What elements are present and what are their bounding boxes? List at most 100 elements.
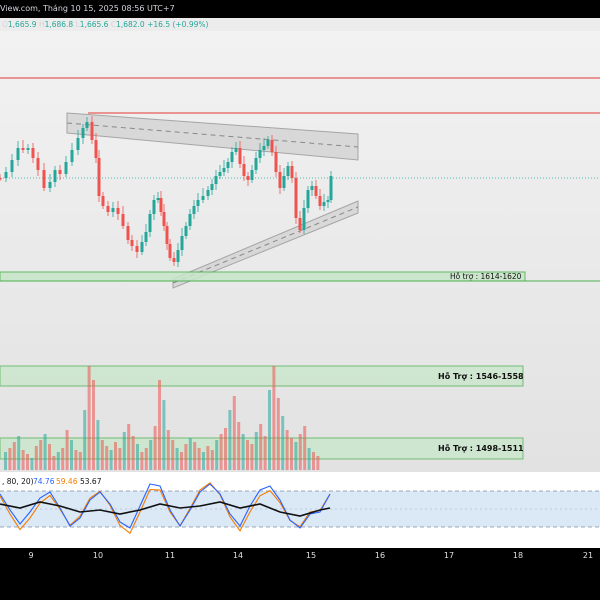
- volume-bar: [131, 436, 135, 470]
- volume-bar: [56, 452, 60, 470]
- volume-bar: [162, 400, 166, 470]
- volume-bar: [87, 366, 91, 470]
- volume-bar: [158, 380, 161, 470]
- indicator-line-k: [0, 483, 331, 529]
- ohlc-open-label: O: [2, 20, 8, 29]
- candle-body: [270, 140, 274, 152]
- volume-bar: [100, 440, 104, 470]
- candle-body: [26, 148, 30, 150]
- volume-bar: [8, 448, 12, 470]
- volume-bar: [290, 438, 293, 470]
- candle-body: [162, 212, 166, 226]
- volume-bar: [144, 448, 148, 470]
- candle-body: [282, 176, 286, 188]
- candle-body: [206, 190, 210, 196]
- support-zone-2[interactable]: [0, 365, 524, 387]
- candle-body: [168, 244, 172, 258]
- candle-body: [230, 152, 234, 162]
- candle-body: [159, 198, 163, 212]
- volume-bar: [250, 444, 254, 470]
- support-zone-1[interactable]: [0, 271, 526, 282]
- candle-body: [152, 200, 156, 214]
- time-axis[interactable]: [0, 548, 600, 600]
- volume-bar: [285, 430, 289, 470]
- candle-body: [250, 170, 254, 180]
- volume-bar: [210, 450, 214, 470]
- indicator-lines: [0, 482, 331, 535]
- volume-bar: [65, 430, 69, 470]
- candle-body: [21, 148, 25, 150]
- candle-body: [262, 146, 266, 150]
- volume-bar: [241, 434, 245, 470]
- volume-bar: [298, 434, 302, 470]
- candle-body: [64, 162, 68, 174]
- time-tick-label: 21: [583, 551, 593, 560]
- candle-body: [210, 184, 214, 190]
- candle-body: [176, 250, 180, 262]
- candle-body: [306, 190, 310, 208]
- candle-body: [201, 196, 205, 200]
- time-tick-label: 15: [306, 551, 316, 560]
- volume-bar: [193, 442, 197, 470]
- ohlc-readout: O1,665.9 H1,686.8 L1,665.6 C1,682.0 +16.…: [0, 18, 600, 31]
- volume-bar: [4, 452, 7, 470]
- candle-body: [196, 200, 200, 206]
- support-zone-2-label: Hỗ Trợ : 1546-1558: [438, 371, 524, 381]
- time-tick-label: 16: [375, 551, 385, 560]
- candle-body: [165, 226, 169, 244]
- volume-bar: [30, 458, 34, 470]
- ohlc-change-value: +16.5 (+0.99%): [147, 20, 209, 29]
- volume-bar: [184, 444, 188, 470]
- candle-body: [126, 226, 130, 240]
- volume-bar: [171, 440, 175, 470]
- candle-body: [4, 172, 8, 178]
- candle-body: [76, 138, 80, 150]
- volume-bar: [78, 452, 82, 470]
- candle-body: [310, 186, 314, 190]
- volume-bar: [316, 456, 320, 470]
- candle-body: [238, 148, 242, 164]
- chart-background: [0, 31, 600, 472]
- candle-body: [58, 170, 62, 174]
- volume-bar: [140, 452, 144, 470]
- volume-bar: [74, 450, 78, 470]
- volume-bar: [105, 446, 109, 470]
- time-tick-label: 14: [233, 551, 243, 560]
- descending-channel[interactable]: [66, 112, 359, 161]
- candle-body: [97, 158, 101, 196]
- candle-body: [180, 236, 184, 250]
- candle-body: [298, 218, 302, 230]
- ohlc-low-label: L: [75, 20, 80, 29]
- candle-body: [254, 158, 258, 170]
- volume-bar: [263, 436, 267, 470]
- support-zone-3-label: Hỗ Trợ : 1498-1511: [438, 443, 524, 453]
- volume-bar: [307, 448, 311, 470]
- candle-body: [318, 196, 322, 206]
- volume-bar: [21, 450, 25, 470]
- candle-body: [0, 178, 2, 180]
- candle-body: [16, 148, 20, 160]
- volume-bar: [43, 434, 47, 470]
- candle-body: [90, 122, 94, 140]
- candle-body: [48, 182, 52, 188]
- candle-body: [85, 122, 89, 128]
- time-tick-label: 9: [28, 551, 33, 560]
- indicator-line-avg: [0, 501, 331, 517]
- candle-body: [242, 164, 246, 176]
- time-tick-label: 18: [513, 551, 523, 560]
- candle-body: [266, 140, 270, 146]
- volume-bar: [96, 420, 100, 470]
- volume-bar: [303, 426, 307, 470]
- indicator-value-avg: 53.67: [80, 477, 102, 486]
- candle-body: [70, 150, 74, 162]
- candle-body: [278, 172, 282, 188]
- candle-body: [222, 168, 226, 172]
- volume-bar: [52, 456, 56, 470]
- volume-bar: [127, 424, 131, 470]
- candle-body: [326, 200, 330, 202]
- candle-body: [148, 214, 152, 232]
- volume-bar: [109, 450, 113, 470]
- indicator-value-d: 59.46: [56, 477, 78, 486]
- time-tick-label: 10: [93, 551, 103, 560]
